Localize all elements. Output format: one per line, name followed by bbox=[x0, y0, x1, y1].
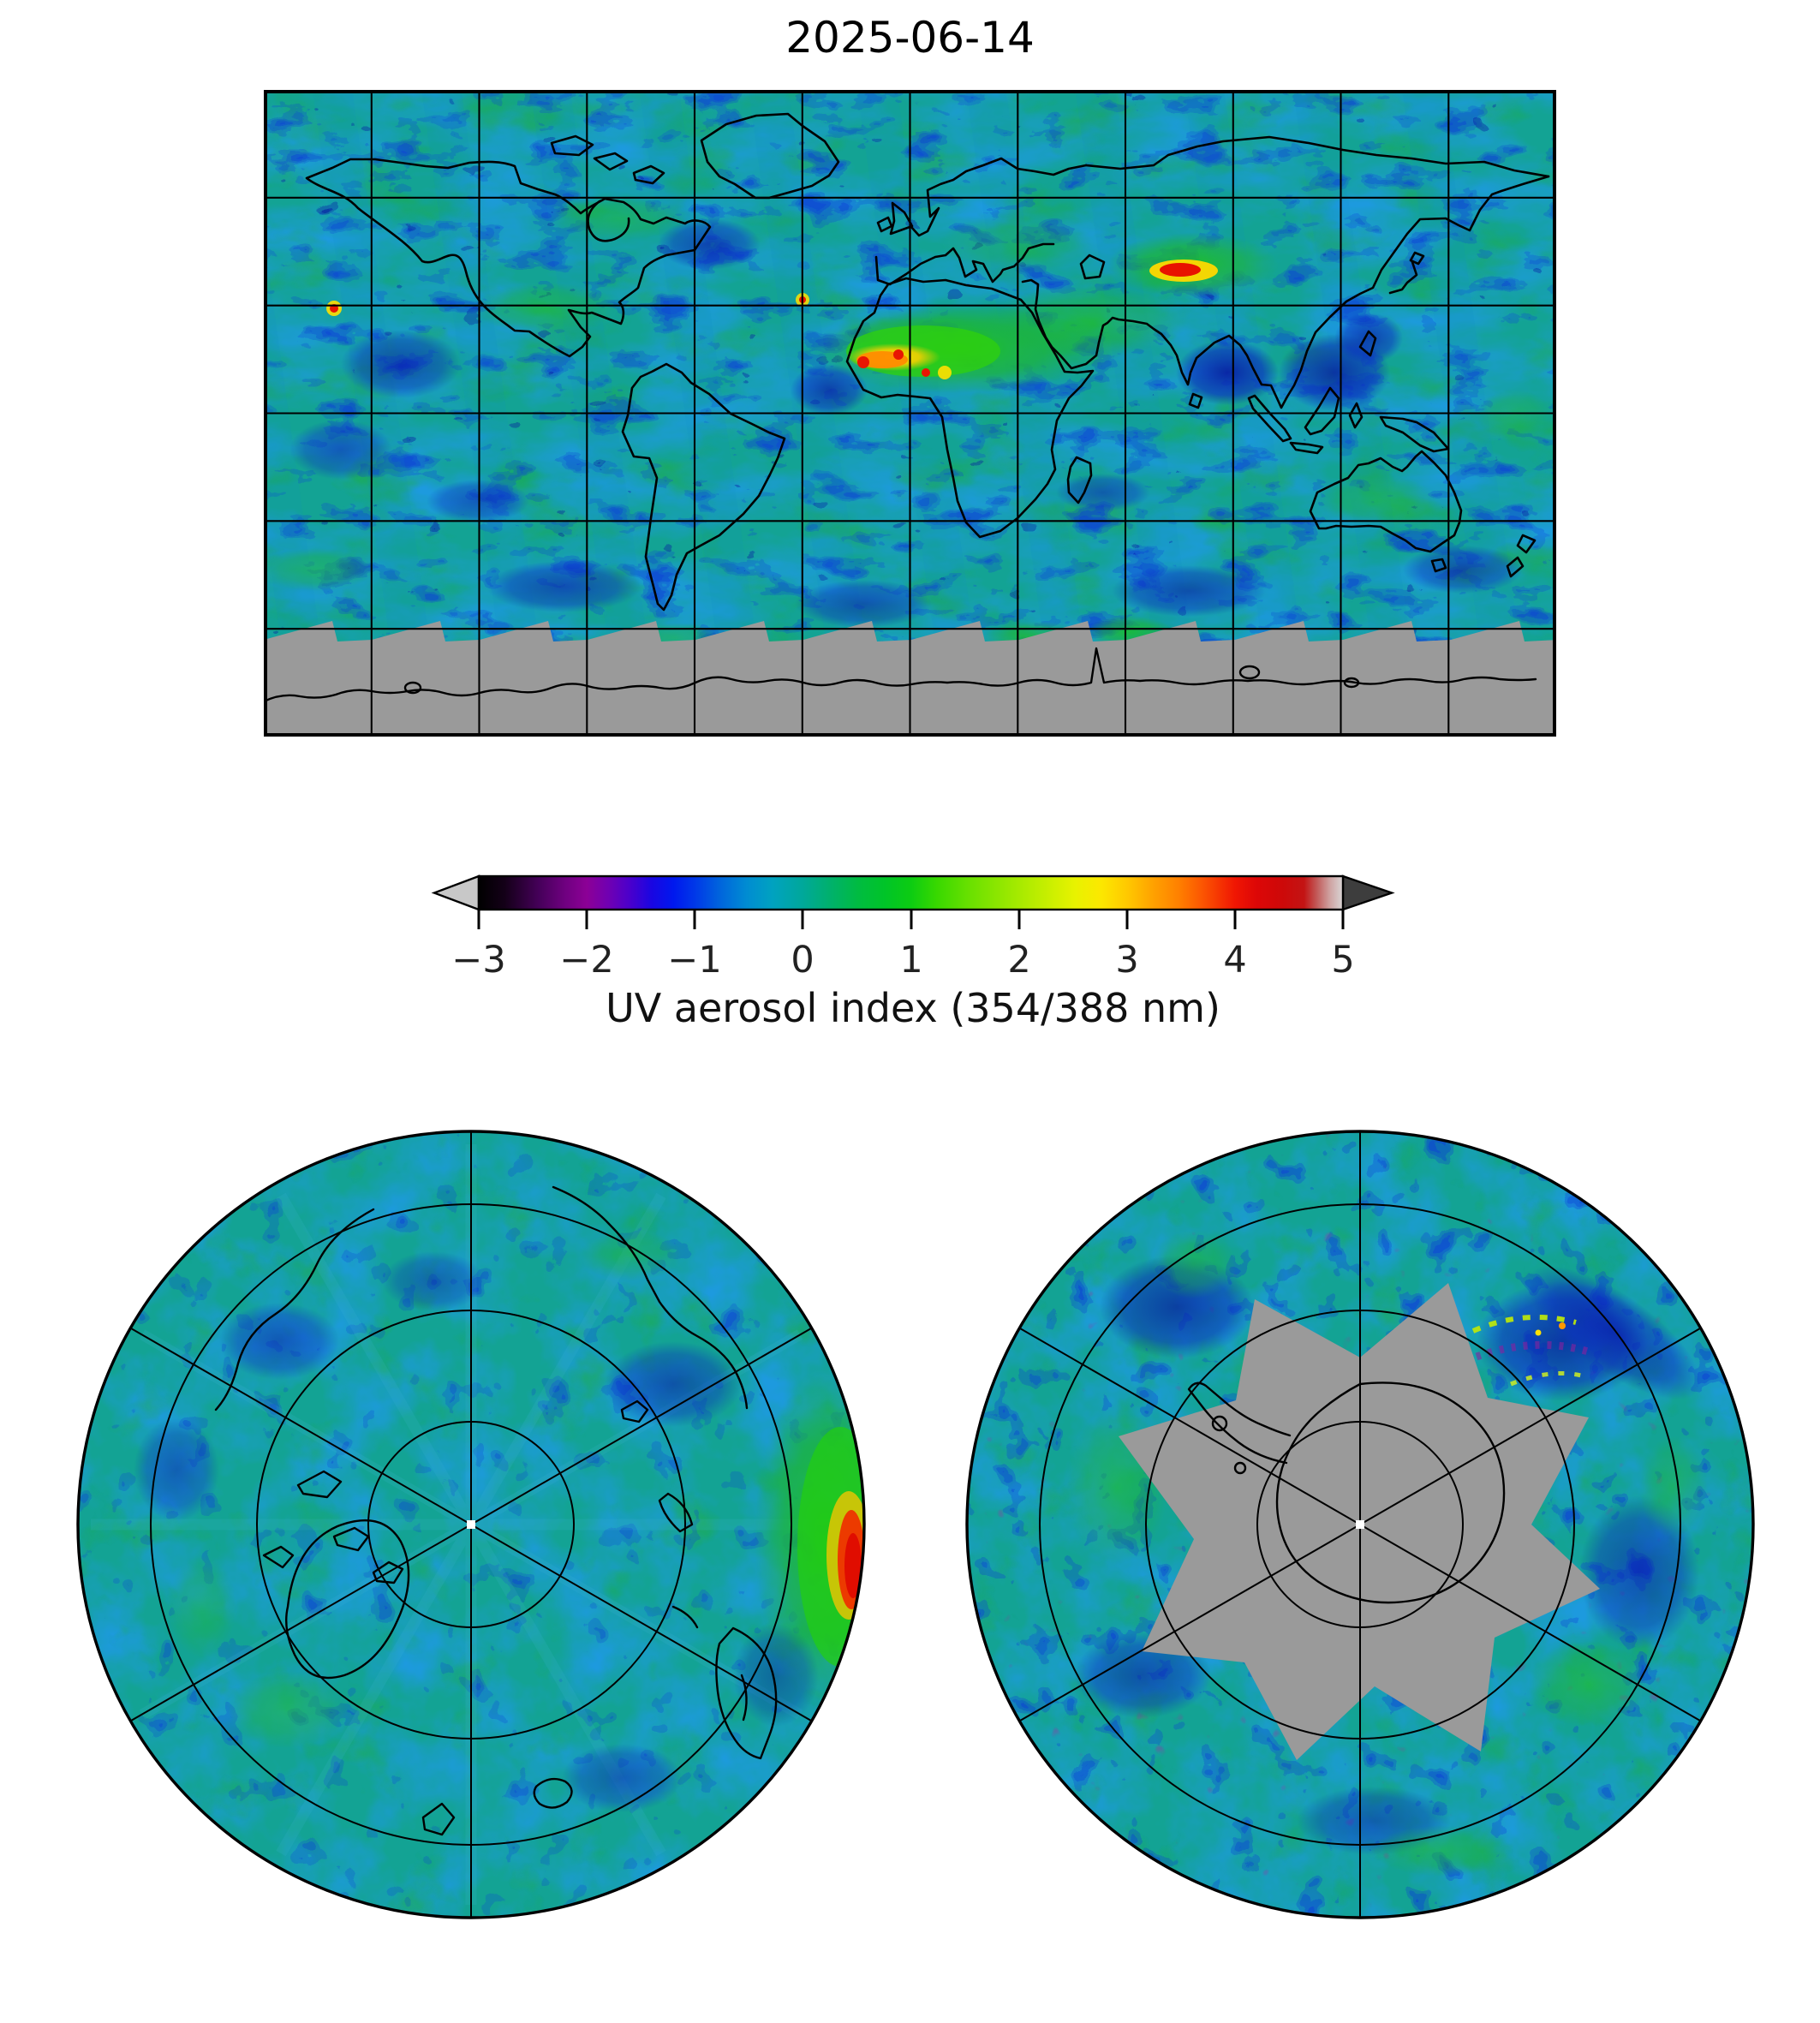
south-polar-panel bbox=[965, 1130, 1755, 1919]
colorbar-tick-marks bbox=[477, 910, 1345, 929]
tick-label-3: 3 bbox=[1115, 939, 1138, 982]
tick-label-2: 2 bbox=[1007, 939, 1030, 982]
world-coastlines bbox=[305, 112, 1550, 612]
tick-label-neg3: −3 bbox=[451, 939, 505, 982]
antarctica-coastline bbox=[264, 647, 1537, 703]
tick-label-4: 4 bbox=[1223, 939, 1246, 982]
north-pole-marker bbox=[467, 1520, 475, 1529]
figure-title: 2025-06-14 bbox=[785, 13, 1035, 63]
south-polar-rim bbox=[965, 1130, 1755, 1919]
south-gridlines bbox=[1019, 1132, 1701, 1917]
tick-label-neg1: −1 bbox=[667, 939, 721, 982]
north-gridlines bbox=[130, 1132, 812, 1917]
global-map-panel bbox=[264, 90, 1556, 737]
tick-label-neg2: −2 bbox=[559, 939, 613, 982]
colorbar-tick-labels: −3 −2 −1 0 1 2 3 4 5 bbox=[451, 939, 1354, 982]
tick-label-0: 0 bbox=[791, 939, 814, 982]
north-polar-panel bbox=[76, 1130, 866, 1919]
tick-label-5: 5 bbox=[1331, 939, 1354, 982]
colorbar-panel: −3 −2 −1 0 1 2 3 4 5 UV aerosol index (3… bbox=[431, 874, 1395, 1031]
colorbar-extend-high-arrow bbox=[1341, 874, 1395, 911]
global-gridlines bbox=[264, 90, 1556, 737]
colorbar-axis-label: UV aerosol index (354/388 nm) bbox=[606, 985, 1220, 1031]
north-polar-rim bbox=[76, 1130, 866, 1919]
aerosol-hotspots bbox=[264, 197, 1553, 655]
south-pole-marker bbox=[1356, 1520, 1364, 1529]
tick-label-1: 1 bbox=[899, 939, 922, 982]
colorbar-extend-low-arrow bbox=[431, 874, 480, 911]
colorbar-gradient-bar bbox=[477, 874, 1345, 911]
global-map-border bbox=[264, 90, 1556, 737]
